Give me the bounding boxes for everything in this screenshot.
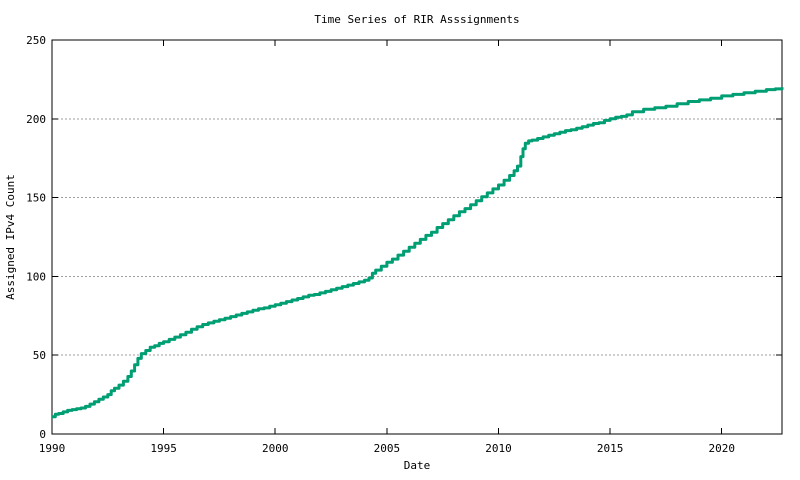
y-axis-label: Assigned IPv4 Count xyxy=(4,174,17,300)
y-tick-label: 50 xyxy=(33,349,46,362)
x-tick-label: 2000 xyxy=(262,442,289,455)
y-tick-label: 200 xyxy=(26,113,46,126)
x-tick-label: 1995 xyxy=(150,442,177,455)
data-line xyxy=(52,87,784,419)
axes: 1990 1995 2000 2005 2010 2015 2020 0 50 100 150 200… xyxy=(26,34,783,455)
plot-border xyxy=(51,39,783,435)
x-tick-label: 2010 xyxy=(485,442,512,455)
x-axis-label: Date xyxy=(404,459,431,472)
y-tick-label: 250 xyxy=(26,34,46,47)
y-tick-label: 0 xyxy=(39,428,46,441)
y-tick-label: 100 xyxy=(26,270,46,283)
x-tick-label: 2005 xyxy=(374,442,401,455)
x-tick-label: 2015 xyxy=(597,442,624,455)
chart-title: Time Series of RIR Asssignments xyxy=(314,13,519,26)
x-tick-label: 2020 xyxy=(708,442,735,455)
y-tick-label: 150 xyxy=(26,192,46,205)
data-series xyxy=(52,87,784,419)
gridlines xyxy=(53,118,781,356)
x-tick-label: 1990 xyxy=(39,442,66,455)
